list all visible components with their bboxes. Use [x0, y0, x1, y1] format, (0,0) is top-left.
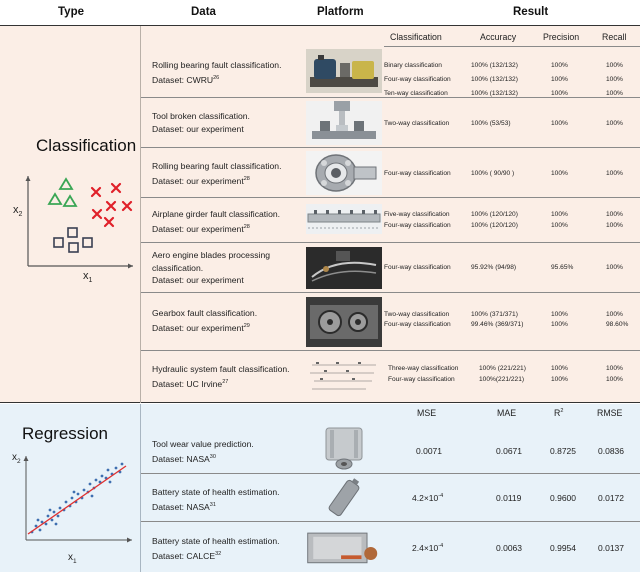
hydraulic-equations-image: [306, 357, 382, 397]
row-recall: 100% 98.60%: [606, 311, 629, 328]
row-data-description: Rolling bearing fault classification. Da…: [152, 161, 282, 186]
row-accuracy: 100% (371/371) 99.46% (369/371): [471, 311, 524, 328]
row-data-description: Hydraulic system fault classification. D…: [152, 364, 290, 389]
row-recall: 100% 100% 100%: [606, 62, 623, 97]
row-data-description: Aero engine blades processing classifica…: [152, 250, 271, 285]
row-mae: 0.0671: [496, 446, 522, 456]
col-recall: Recall: [602, 32, 627, 42]
rolling-bearing-image: [306, 151, 382, 195]
classification-scatter-illustration: [25, 176, 133, 269]
regression-x-axis-label: x1: [68, 552, 77, 565]
tool-wear-image: [306, 426, 382, 472]
table-row: Tool wear value prediction. Dataset: NAS…: [140, 424, 640, 474]
table-row: Airplane girder fault classification. Da…: [140, 198, 640, 243]
header-result: Result: [513, 6, 549, 18]
row-classification: Two-way classification: [384, 120, 450, 127]
classification-x-axis-label: x1: [83, 270, 93, 285]
table-header: Type Data Platform Result: [0, 0, 640, 26]
row-mae: 0.0063: [496, 543, 522, 553]
row-accuracy: 95.92% (94/98): [471, 264, 517, 271]
row-data-description: Airplane girder fault classification. Da…: [152, 209, 281, 234]
col-accuracy: Accuracy: [480, 32, 517, 42]
row-classification: Two-way classification Four-way classifi…: [384, 311, 451, 328]
row-mse: 4.2×10-4: [412, 493, 444, 503]
col-r2: R2: [554, 408, 564, 418]
gearbox-image: [306, 297, 382, 347]
row-accuracy: 100% (120/120) 100% (120/120): [471, 211, 518, 229]
header-platform: Platform: [317, 6, 364, 18]
pouch-battery-image: [304, 527, 380, 567]
row-recall: 100% 100%: [606, 211, 623, 229]
column-divider: [140, 404, 141, 572]
row-data-description: Tool wear value prediction. Dataset: NAS…: [152, 439, 254, 464]
aero-engine-blade-image: [306, 247, 382, 289]
row-r2: 0.8725: [550, 446, 576, 456]
airplane-girder-image: [306, 204, 382, 234]
row-data-description: Rolling bearing fault classification. Da…: [152, 60, 282, 85]
table-row: Tool broken classification. Dataset: our…: [140, 98, 640, 148]
table-row: Rolling bearing fault classification. Da…: [140, 148, 640, 198]
row-precision: 100%: [551, 120, 568, 127]
classification-y-axis-label: x2: [13, 204, 23, 219]
col-mse: MSE: [417, 408, 437, 418]
row-divider: [140, 97, 640, 98]
subheader-divider: [384, 46, 640, 47]
row-data-description: Tool broken classification. Dataset: our…: [152, 111, 250, 134]
row-precision: 100% 100%: [551, 311, 568, 328]
row-recall: 100%: [606, 264, 623, 271]
row-data-description: Battery state of health estimation. Data…: [152, 536, 280, 561]
col-classification: Classification: [390, 32, 442, 42]
column-divider: [140, 26, 141, 403]
regression-scatter-illustration: [23, 456, 132, 543]
row-rmse: 0.0836: [598, 446, 624, 456]
bearing-test-rig-image: [306, 49, 382, 93]
table-row: Hydraulic system fault classification. D…: [140, 351, 640, 403]
row-mse: 0.0071: [416, 446, 442, 456]
col-precision: Precision: [543, 32, 580, 42]
row-accuracy: 100% (221/221) 100%(221/221): [479, 365, 526, 383]
classification-title: Classification: [36, 136, 137, 155]
row-classification: Four-way classification: [384, 170, 451, 177]
row-accuracy: 100% ( 90/90 ): [471, 170, 515, 177]
battery-cell-image: [306, 476, 382, 520]
row-classification: Three-way classification Four-way classi…: [388, 365, 459, 383]
classification-section: Classification x2 x1 Classification A: [0, 26, 640, 403]
row-r2: 0.9600: [550, 493, 576, 503]
row-recall: 100%: [606, 120, 623, 127]
table-row: Aero engine blades processing classifica…: [140, 243, 640, 293]
row-mae: 0.0119: [496, 493, 522, 503]
table-row: Battery state of health estimation. Data…: [140, 474, 640, 522]
row-rmse: 0.0172: [598, 493, 624, 503]
row-accuracy: 100% (132/132) 100% (132/132) 100% (132/…: [471, 62, 518, 97]
header-data: Data: [191, 6, 216, 18]
row-precision: 95.65%: [551, 264, 574, 271]
row-recall: 100%: [606, 170, 623, 177]
row-classification: Binary classification Four-way classific…: [384, 62, 451, 97]
row-data-description: Battery state of health estimation. Data…: [152, 487, 280, 512]
row-precision: 100% 100%: [551, 211, 568, 229]
row-classification: Five-way classification Four-way classif…: [384, 211, 451, 229]
col-mae: MAE: [497, 408, 517, 418]
table-row: Rolling bearing fault classification. Da…: [140, 46, 640, 97]
header-type: Type: [58, 6, 84, 18]
regression-section: Regression x2 x1 MSE MAE R2 RMSE: [0, 404, 640, 572]
row-mse: 2.4×10-4: [412, 543, 444, 553]
regression-title: Regression: [22, 424, 108, 443]
cnc-tool-image: [306, 101, 382, 145]
table-row: Gearbox fault classification. Dataset: o…: [140, 293, 640, 351]
table-row: Battery state of health estimation. Data…: [140, 522, 640, 572]
row-classification: Four-way classification: [384, 264, 451, 271]
row-recall: 100% 100%: [606, 365, 623, 383]
row-precision: 100%: [551, 170, 568, 177]
row-rmse: 0.0137: [598, 543, 624, 553]
col-rmse: RMSE: [597, 408, 623, 418]
row-precision: 100% 100%: [551, 365, 568, 383]
regression-y-axis-label: x2: [12, 452, 21, 465]
row-precision: 100% 100% 100%: [551, 62, 568, 97]
row-r2: 0.9954: [550, 543, 576, 553]
row-accuracy: 100% (53/53): [471, 120, 511, 127]
row-data-description: Gearbox fault classification. Dataset: o…: [152, 308, 258, 333]
